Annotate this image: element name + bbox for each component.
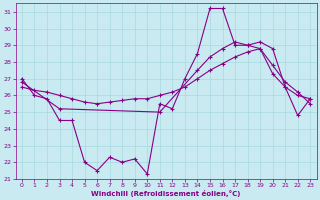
X-axis label: Windchill (Refroidissement éolien,°C): Windchill (Refroidissement éolien,°C) bbox=[92, 190, 241, 197]
